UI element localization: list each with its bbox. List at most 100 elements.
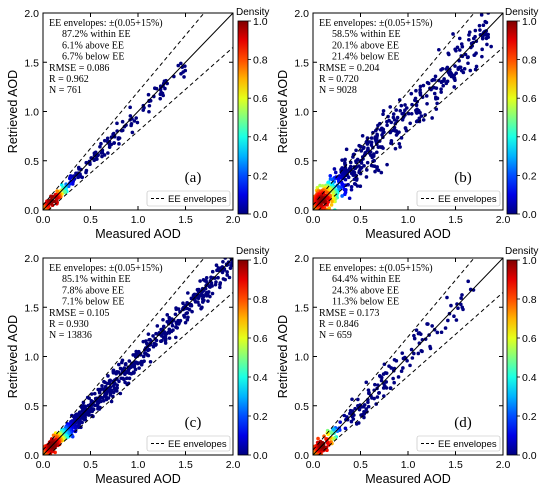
data-point [364, 407, 369, 411]
data-point [328, 173, 333, 178]
data-point [201, 277, 206, 282]
stat-line: EE envelopes: ±(0.05+15%) [319, 263, 433, 274]
data-point [375, 167, 379, 171]
data-point [315, 185, 320, 190]
colorbar-tick-label: 1.0 [253, 255, 268, 267]
data-point [227, 275, 232, 280]
data-point [50, 444, 55, 448]
data-point [439, 68, 443, 72]
colorbar-tick-label: 0.0 [522, 450, 537, 462]
data-point [432, 327, 437, 332]
data-point [112, 141, 116, 145]
data-point [456, 306, 460, 310]
data-point [399, 369, 404, 373]
data-point [369, 136, 374, 140]
data-point [343, 157, 347, 162]
stat-line: N = 659 [319, 330, 352, 341]
data-point [201, 300, 205, 304]
data-point [425, 322, 429, 326]
data-point [206, 299, 210, 303]
y-tick-label: 0.0 [24, 450, 39, 462]
data-point [371, 159, 375, 164]
data-point [195, 295, 200, 300]
data-point [360, 134, 365, 138]
data-point [467, 37, 471, 42]
x-tick-label: 2.0 [496, 214, 511, 226]
data-point [388, 386, 393, 391]
stat-line: EE envelopes: ±(0.05+15%) [49, 263, 163, 274]
data-point [117, 379, 121, 384]
data-point [468, 68, 473, 73]
x-tick-label: 0.0 [306, 214, 321, 226]
y-tick-label: 0.5 [294, 401, 309, 413]
data-point [381, 109, 386, 113]
data-point [416, 351, 421, 356]
colorbar-tick-label: 0.6 [522, 333, 537, 345]
x-tick-label: 2.0 [226, 214, 241, 226]
data-point [460, 44, 465, 49]
y-tick-label: 0.5 [24, 156, 39, 168]
x-tick-label: 0.5 [353, 214, 368, 226]
data-point [146, 332, 151, 336]
stat-line: 20.1% above EE [332, 40, 399, 51]
stat-line: 11.3% below EE [332, 297, 399, 308]
data-point [423, 337, 428, 341]
data-point [472, 53, 476, 57]
data-point [225, 263, 229, 267]
y-tick-label: 0.0 [294, 450, 309, 462]
data-point [123, 362, 128, 367]
data-point [393, 121, 398, 126]
stat-line: EE envelopes: ±(0.05+15%) [49, 18, 163, 29]
data-point [357, 407, 362, 412]
data-point [332, 167, 337, 171]
data-point [467, 33, 471, 37]
y-tick-label: 1.0 [294, 107, 309, 119]
data-point [460, 293, 464, 297]
x-tick-label: 0.5 [83, 214, 98, 226]
data-point [412, 333, 416, 338]
data-point [456, 67, 461, 71]
data-point [418, 110, 422, 115]
x-tick-label: 0.0 [306, 459, 321, 471]
data-point [225, 270, 229, 274]
data-point [185, 318, 190, 322]
data-point [388, 105, 393, 109]
x-tick-label: 0.0 [36, 214, 51, 226]
y-tick-label: 1.0 [24, 352, 39, 364]
data-point [385, 123, 389, 128]
x-tick-label: 2.0 [496, 459, 511, 471]
data-point [129, 123, 133, 128]
panel-label: (a) [185, 170, 202, 186]
data-point [215, 268, 219, 273]
data-point [189, 296, 194, 301]
data-point [115, 121, 119, 126]
colorbar-tick-label: 0.2 [522, 170, 537, 182]
data-point [102, 379, 106, 384]
data-point [50, 199, 55, 203]
data-point [401, 115, 406, 119]
data-point [421, 83, 426, 88]
colorbar-tick-label: 0.2 [253, 170, 268, 182]
data-point [395, 115, 400, 120]
data-point [405, 358, 409, 363]
data-point [67, 176, 72, 181]
data-point [159, 339, 163, 344]
ee-upper-line [313, 13, 475, 206]
data-point [418, 92, 423, 97]
data-point [391, 112, 396, 116]
y-tick-label: 0.5 [294, 156, 309, 168]
data-point [225, 273, 229, 277]
data-point [424, 94, 429, 98]
data-point [410, 102, 414, 107]
data-point [155, 324, 160, 328]
data-point [369, 163, 374, 168]
x-tick-label: 1.5 [448, 214, 463, 226]
data-point [179, 61, 183, 66]
data-point [228, 266, 233, 270]
data-point [375, 395, 380, 399]
data-point [415, 111, 419, 115]
data-point [439, 80, 444, 85]
data-point [70, 182, 75, 186]
plot-area [43, 13, 233, 210]
